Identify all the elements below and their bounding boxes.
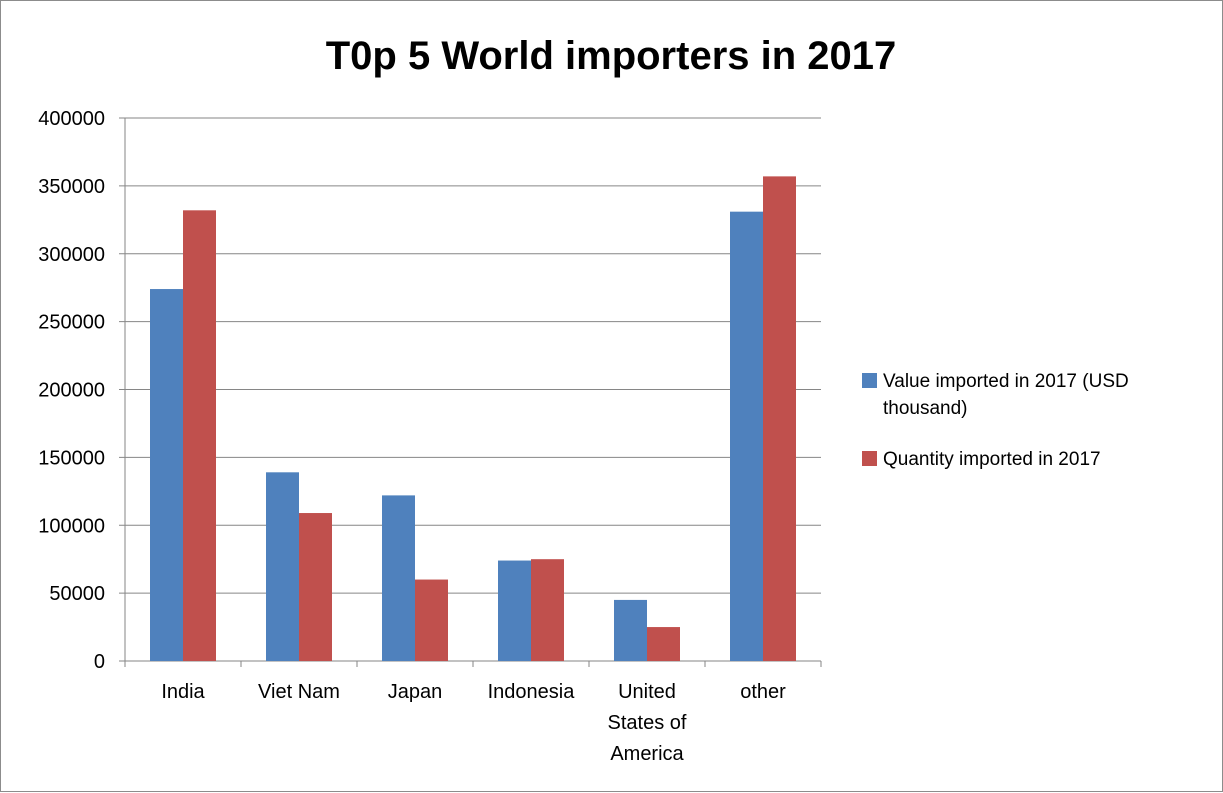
x-axis-ticks: India Viet Nam Japan Indonesia United States … [161, 681, 786, 765]
axes [119, 117, 822, 667]
bar [299, 513, 332, 661]
y-tick-label: 250000 [38, 312, 105, 334]
bar [614, 599, 647, 661]
legend-label: Value imported in 2017 (USD [883, 371, 1129, 392]
gridlines [125, 117, 821, 594]
bars [150, 176, 796, 662]
y-tick-label: 200000 [38, 380, 105, 402]
legend: Value imported in 2017 (USD thousand) Quan… [862, 371, 1129, 470]
bar [150, 289, 183, 661]
bar [531, 559, 564, 661]
x-tick-label: India [161, 681, 205, 703]
y-tick-label: 100000 [38, 515, 105, 537]
bar [382, 495, 415, 661]
y-tick-label: 0 [94, 651, 105, 673]
legend-swatch [862, 451, 877, 466]
legend-label: Quantity imported in 2017 [883, 449, 1101, 470]
x-tick-label: States of [608, 712, 687, 734]
chart-title: T0p 5 World importers in 2017 [326, 34, 897, 78]
y-axis-ticks: 0 50000 100000 150000 200000 250000 300000 3500… [38, 108, 105, 673]
y-tick-label: 50000 [49, 583, 105, 605]
x-tick-label: Indonesia [488, 681, 576, 703]
y-tick-label: 300000 [38, 244, 105, 266]
bar [647, 627, 680, 661]
x-tick-label: United [618, 681, 676, 703]
x-tick-label: Viet Nam [258, 681, 340, 703]
bar [183, 210, 216, 661]
legend-swatch [862, 373, 877, 388]
x-tick-label: Japan [388, 681, 443, 703]
legend-label: thousand) [883, 398, 968, 419]
bar [763, 176, 796, 661]
bar [415, 579, 448, 661]
y-tick-label: 150000 [38, 447, 105, 469]
x-tick-label: other [740, 681, 786, 703]
bar [498, 560, 531, 661]
y-tick-label: 400000 [38, 108, 105, 130]
x-tick-label: America [610, 743, 684, 765]
y-tick-label: 350000 [38, 176, 105, 198]
bar [266, 472, 299, 661]
bar [730, 211, 763, 662]
